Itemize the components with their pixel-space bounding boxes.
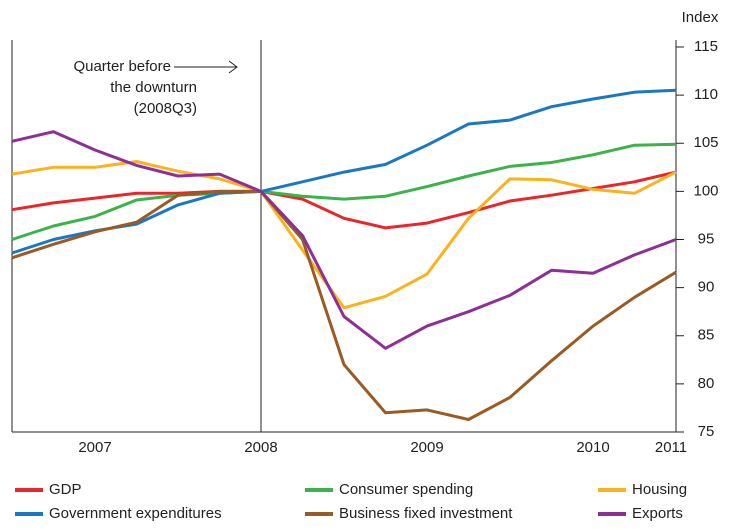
y-tick-label: 95 — [698, 230, 715, 247]
y-tick-label: 75 — [698, 423, 715, 440]
y-tick-label: 85 — [698, 327, 715, 344]
series-line — [11, 142, 677, 241]
series-line — [11, 130, 677, 350]
annotation-arrowhead — [228, 60, 238, 74]
legend-label: Housing — [632, 481, 687, 498]
series-line — [11, 170, 677, 230]
y-tick-label: 100 — [693, 182, 718, 199]
series-line — [11, 189, 677, 421]
legend-label: Business fixed investment — [339, 505, 513, 522]
series-line — [11, 160, 677, 310]
y-tick-label: 105 — [693, 134, 718, 151]
x-tick-label: 2010 — [576, 439, 609, 456]
x-tick-label: 2008 — [244, 439, 277, 456]
y-tick-label: 110 — [694, 86, 718, 103]
legend-label: GDP — [49, 481, 82, 498]
y-tick-label: 80 — [698, 375, 715, 392]
y-tick-label: 90 — [698, 279, 715, 296]
x-tick-label: 2007 — [78, 439, 111, 456]
x-tick-label: 2009 — [410, 439, 443, 456]
legend-label: Exports — [632, 505, 683, 522]
legend-label: Government expenditures — [49, 505, 222, 522]
y-tick-label: 115 — [694, 38, 718, 55]
legend-label: Consumer spending — [339, 481, 473, 498]
y-axis-label: Index — [682, 9, 719, 26]
annotation: Quarter before the downturn (2008Q3) — [73, 58, 197, 117]
x-tick-label: 2011 — [655, 439, 687, 456]
